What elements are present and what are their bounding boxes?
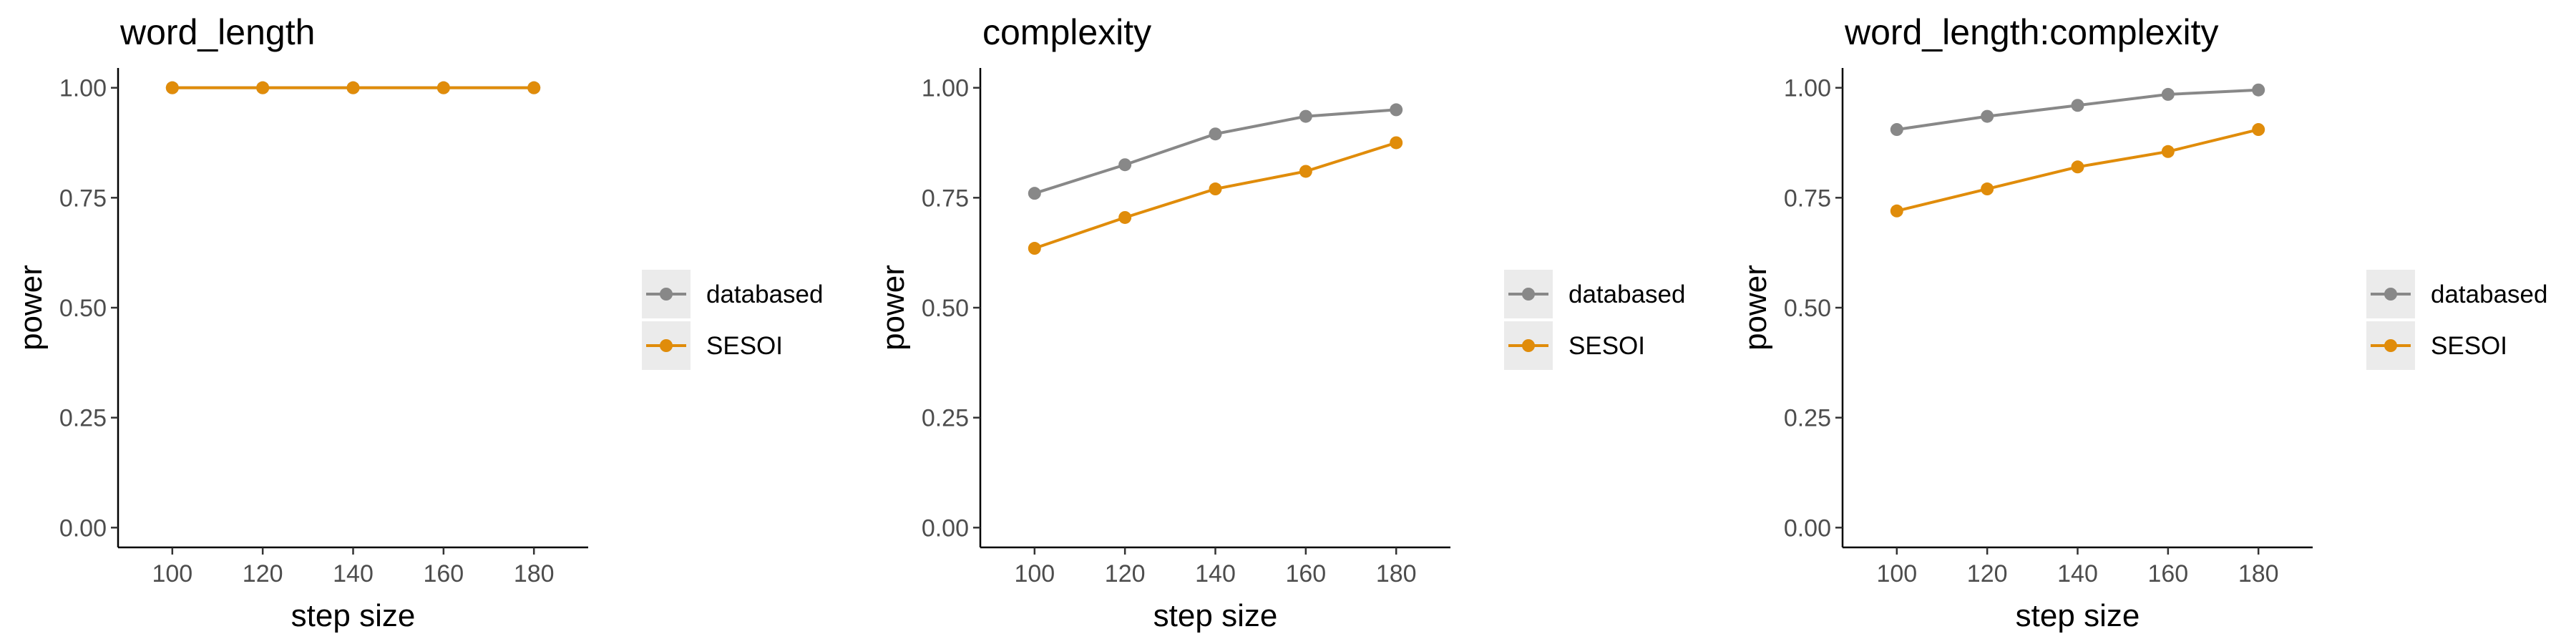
x-tick-label: 160 xyxy=(423,560,464,587)
data-point-SESOI xyxy=(1390,136,1403,150)
data-point-SESOI xyxy=(527,81,541,94)
legend-label-databased: databased xyxy=(2431,280,2547,308)
legend-key-point xyxy=(660,339,673,352)
y-tick-label: 0.00 xyxy=(59,514,107,542)
series-line-SESOI xyxy=(1034,141,1397,250)
panel-title: complexity xyxy=(982,12,1151,52)
legend-label-databased: databased xyxy=(1568,280,1685,308)
y-tick-label: 0.00 xyxy=(922,514,969,542)
panel-1: word_length 0.00 0.25 0.50 0.75 1.00 100 120 140… xyxy=(14,12,823,633)
y-tick-label: 0.00 xyxy=(1784,514,1831,542)
panel-title: word_length:complexity xyxy=(1844,12,2219,52)
legend-key-point xyxy=(660,288,673,301)
panel-2: complexity 0.00 0.25 0.50 0.75 1.00 100 120 140 1… xyxy=(876,12,1685,633)
data-point-databased xyxy=(1118,158,1132,172)
x-tick-label: 160 xyxy=(2147,560,2188,587)
x-tick-label: 100 xyxy=(1876,560,1917,587)
y-tick-label: 0.25 xyxy=(1784,405,1831,432)
y-tick-label: 0.25 xyxy=(922,405,969,432)
x-tick-label: 120 xyxy=(243,560,283,587)
y-tick-label: 0.25 xyxy=(59,405,107,432)
data-point-SESOI xyxy=(1118,210,1132,224)
y-tick-label: 0.75 xyxy=(1784,185,1831,212)
legend-label-SESOI: SESOI xyxy=(1568,332,1645,360)
data-point-databased xyxy=(1981,109,1994,123)
data-point-databased xyxy=(1390,103,1403,117)
x-tick-label: 180 xyxy=(1376,560,1417,587)
data-point-databased xyxy=(2161,87,2175,101)
data-point-databased xyxy=(1209,127,1222,141)
legend-key-point xyxy=(1522,288,1535,301)
data-point-databased xyxy=(1890,123,1903,137)
data-point-SESOI xyxy=(256,81,270,94)
data-point-SESOI xyxy=(1299,165,1312,178)
data-point-SESOI xyxy=(1028,242,1041,255)
x-tick-label: 100 xyxy=(1014,560,1055,587)
y-tick-label: 1.00 xyxy=(59,75,107,102)
x-axis-title: step size xyxy=(291,598,416,633)
y-tick-label: 0.50 xyxy=(1784,295,1831,322)
y-tick-label: 0.50 xyxy=(922,295,969,322)
data-point-databased xyxy=(1028,187,1041,200)
legend-label-SESOI: SESOI xyxy=(706,332,783,360)
x-tick-label: 180 xyxy=(2238,560,2279,587)
data-point-databased xyxy=(2252,83,2265,97)
x-tick-label: 120 xyxy=(1105,560,1146,587)
data-point-SESOI xyxy=(165,81,179,94)
y-axis-title: power xyxy=(14,265,49,351)
data-point-SESOI xyxy=(1890,204,1903,218)
x-tick-label: 100 xyxy=(152,560,192,587)
data-point-databased xyxy=(1299,109,1312,123)
legend-label-SESOI: SESOI xyxy=(2431,332,2507,360)
legend-key-point xyxy=(1522,339,1535,352)
y-tick-label: 1.00 xyxy=(922,75,969,102)
legend-key-point xyxy=(2384,339,2397,352)
data-point-SESOI xyxy=(1209,182,1222,196)
y-tick-label: 1.00 xyxy=(1784,75,1831,102)
data-point-SESOI xyxy=(2252,123,2265,137)
x-tick-label: 180 xyxy=(514,560,555,587)
x-tick-label: 140 xyxy=(333,560,374,587)
x-tick-label: 140 xyxy=(1195,560,1236,587)
y-axis-title: power xyxy=(876,265,911,351)
legend-label-databased: databased xyxy=(706,280,823,308)
panel-3: word_length:complexity 0.00 0.25 0.50 0.75 1.… xyxy=(1738,12,2547,633)
y-axis-title: power xyxy=(1738,265,1773,351)
panel-title: word_length xyxy=(119,12,315,52)
data-point-SESOI xyxy=(346,81,360,94)
data-point-SESOI xyxy=(436,81,450,94)
data-point-databased xyxy=(2071,99,2084,112)
x-tick-label: 140 xyxy=(2057,560,2098,587)
y-tick-label: 0.50 xyxy=(59,295,107,322)
legend-key-point xyxy=(2384,288,2397,301)
x-axis-title: step size xyxy=(2016,598,2140,633)
x-tick-label: 120 xyxy=(1967,560,2008,587)
series-line-databased xyxy=(1034,108,1397,195)
x-tick-label: 160 xyxy=(1285,560,1326,587)
data-point-SESOI xyxy=(2071,160,2084,174)
data-point-SESOI xyxy=(1981,182,1994,196)
data-point-SESOI xyxy=(2161,145,2175,158)
x-axis-title: step size xyxy=(1153,598,1278,633)
y-tick-label: 0.75 xyxy=(59,185,107,212)
y-tick-label: 0.75 xyxy=(922,185,969,212)
